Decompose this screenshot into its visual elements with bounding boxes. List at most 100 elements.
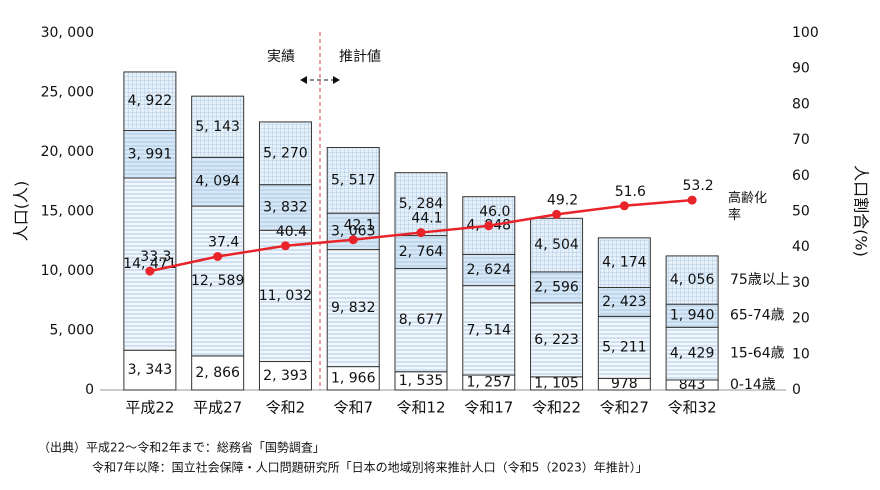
value-label: 53.2 — [683, 178, 714, 194]
y2-tick-label: 80 — [792, 96, 810, 112]
legend-label: 65-74歳 — [730, 308, 785, 324]
value-label: 44.1 — [411, 211, 442, 227]
value-label: 33.3 — [140, 249, 171, 265]
y-tick-label: 10, 000 — [41, 263, 94, 279]
value-label: 6, 223 — [534, 332, 579, 348]
y2-tick-label: 40 — [792, 239, 810, 255]
value-label: 1, 257 — [467, 375, 512, 391]
point — [213, 251, 223, 261]
bar-pattern — [124, 72, 175, 130]
bar-pattern — [463, 255, 514, 285]
bar-pattern — [328, 148, 379, 213]
value-label: 1, 105 — [534, 375, 579, 391]
value-label: 1, 940 — [670, 308, 715, 324]
point — [348, 235, 358, 245]
bar-pattern — [260, 231, 311, 361]
x-tick-label: 平成27 — [193, 399, 242, 417]
legend-label: 75歳以上 — [730, 272, 790, 288]
point — [619, 201, 629, 211]
value-label: 5, 270 — [263, 145, 308, 161]
x-tick-label: 令和7 — [333, 399, 373, 417]
value-label: 3, 063 — [331, 223, 376, 239]
x-tick-label: 令和22 — [532, 399, 581, 417]
value-label: 4, 504 — [534, 237, 579, 253]
bar-pattern — [192, 97, 243, 157]
y-tick-label: 20, 000 — [41, 144, 94, 160]
value-label: 3, 832 — [263, 199, 308, 215]
bar-pattern — [328, 250, 379, 366]
value-label: 5, 517 — [331, 172, 376, 188]
bar-pattern — [396, 236, 446, 268]
value-label: 843 — [679, 377, 706, 393]
value-label: 46.0 — [479, 204, 510, 220]
point — [145, 266, 155, 276]
source: （出典）平成22～令和2年まで：総務省「国勢調査」 — [38, 440, 325, 455]
point — [280, 241, 290, 251]
x-tick-label: 令和12 — [396, 399, 445, 417]
value-label: 11, 032 — [259, 288, 312, 304]
annotation: 推計値 — [339, 49, 381, 65]
value-label: 4, 922 — [128, 93, 173, 109]
value-label: 2, 393 — [263, 368, 308, 384]
value-label: 3, 343 — [128, 362, 173, 378]
y-axis-title: 人口(人) — [12, 181, 31, 242]
value-label: 8, 677 — [399, 312, 444, 328]
value-label: 2, 624 — [467, 262, 512, 278]
value-label: 7, 514 — [467, 322, 512, 338]
point — [552, 209, 562, 219]
y2-tick-label: 30 — [792, 275, 810, 291]
y-tick-label: 0 — [85, 382, 94, 398]
bar-pattern — [599, 317, 650, 378]
bar-pattern — [124, 179, 175, 350]
bar-pattern — [531, 219, 582, 271]
y2-tick-label: 90 — [792, 61, 810, 77]
x-tick-label: 令和17 — [464, 399, 513, 417]
source: 令和7年以降：国立社会保障・人口問題研究所「日本の地域別将来推計人口（令和5（2… — [92, 460, 648, 475]
legend-label: 0-14歳 — [730, 377, 776, 393]
bar-pattern — [667, 256, 718, 304]
bar-pattern — [667, 305, 718, 327]
y-tick-label: 15, 000 — [41, 204, 94, 220]
bar-pattern — [463, 286, 514, 375]
bar-pattern — [124, 131, 175, 178]
value-label: 51.6 — [615, 184, 646, 200]
legend-box: 高齢化率 — [728, 191, 768, 224]
value-label: 2, 866 — [195, 365, 240, 381]
value-label: 5, 284 — [399, 196, 444, 212]
y2-tick-label: 70 — [792, 132, 810, 148]
x-tick-label: 令和27 — [600, 399, 649, 417]
bar-pattern — [599, 238, 650, 287]
point — [416, 228, 426, 238]
bar-pattern — [192, 207, 243, 355]
bar-pattern — [599, 288, 650, 316]
value-label: 4, 094 — [195, 174, 240, 190]
value-label: 42.1 — [344, 218, 375, 234]
value-label: 4, 429 — [670, 346, 715, 362]
x-tick-label: 平成22 — [125, 399, 174, 417]
value-label: 4, 056 — [670, 272, 715, 288]
y2-axis-title: 人口割合(%) — [852, 165, 871, 257]
legend-label: 高齢化率 — [728, 191, 768, 224]
bar-segment — [123, 349, 177, 391]
point — [687, 195, 697, 205]
value-label: 49.2 — [547, 192, 578, 208]
legend-label: 15-64歳 — [730, 346, 785, 362]
value-label: 1, 535 — [399, 373, 444, 389]
value-label: 9, 832 — [331, 300, 376, 316]
y-tick-label: 5, 000 — [49, 323, 94, 339]
annotation: 実績 — [267, 49, 295, 65]
y2-tick-label: 20 — [792, 311, 810, 327]
value-label: 2, 423 — [602, 294, 647, 310]
bar-pattern — [260, 122, 311, 184]
y-tick-label: 30, 000 — [41, 25, 94, 41]
bar-pattern — [396, 269, 446, 371]
y-tick-label: 25, 000 — [41, 85, 94, 101]
value-label: 4, 174 — [602, 255, 647, 271]
y2-tick-label: 100 — [792, 25, 819, 41]
value-label: 37.4 — [208, 234, 239, 250]
bar-segment — [258, 361, 312, 391]
y2-tick-label: 10 — [792, 346, 810, 362]
value-label: 1, 966 — [331, 370, 376, 386]
bar-pattern — [531, 303, 582, 376]
bar-pattern — [531, 272, 582, 302]
